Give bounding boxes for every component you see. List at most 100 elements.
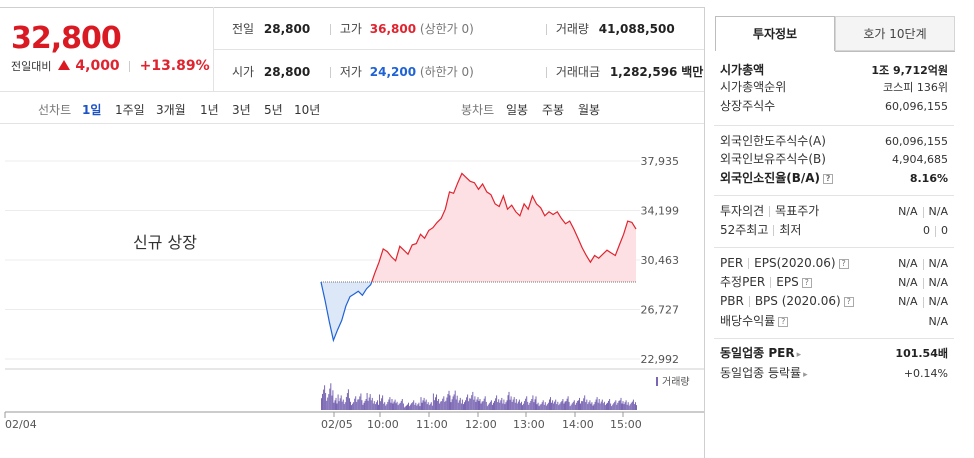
volume-separator [546,24,547,35]
current-price: 32,800 [11,21,122,56]
volume-bar [590,403,592,410]
per-label: PER [720,256,744,270]
candle-daily[interactable]: 일봉 [506,103,529,117]
foreign-holding-row: 외국인보유주식수(B) 4,904,685 [720,151,948,168]
time-label: 11:00 [416,418,448,431]
volume-bar [471,395,473,410]
volume-bar [476,399,478,410]
help-icon[interactable]: ? [823,173,834,184]
prev-close-value: 28,800 [263,22,311,36]
low-note: (하한가 0) [419,65,474,79]
industry-rate-row[interactable]: 동일업종 등락률 ▸ +0.14% [720,365,948,382]
low-value: 24,200 [369,65,417,79]
above-baseline-fill [371,173,636,283]
volume-bar [467,394,469,410]
volume-bar [523,403,525,410]
market-cap-rank-label: 시가총액순위 [720,80,787,94]
prev-close-label: 전일 [232,22,255,36]
help-icon[interactable]: ? [843,296,854,307]
pbr-row: PBR BPS (2020.06)? N/A N/A [720,293,948,310]
volume-bar [581,401,583,410]
period-1y[interactable]: 1년 [200,103,219,117]
price-tick-label: 30,463 [641,254,680,267]
volume-bar [603,401,605,410]
candle-weekly[interactable]: 주봉 [542,103,565,117]
period-1d[interactable]: 1일 [82,103,102,117]
up-arrow-icon [57,60,70,70]
panel-divider-2 [714,195,954,196]
candle-monthly[interactable]: 월봉 [578,103,601,117]
tab-orderbook[interactable]: 호가 10단계 [835,16,955,51]
volume-bar [610,403,612,410]
volume-bar [329,388,331,410]
volume-bar [521,401,522,410]
volume-bar [606,403,607,410]
volume-bar [343,404,345,410]
volume-bar [391,399,393,410]
target-label: 목표주가 [775,204,820,218]
volume-bar [350,401,351,410]
volume-bar [542,400,544,410]
volume-bar [423,397,425,410]
volume-bar [574,404,576,410]
volume-bar [591,402,593,410]
volume-bar [337,394,339,410]
tab-investment-info[interactable]: 투자정보 [715,16,835,51]
period-5y[interactable]: 5년 [264,103,283,117]
pbr-value-separator [922,296,924,308]
volume-bar [532,395,534,410]
volume-bar [347,389,349,410]
volume-bar [381,398,383,410]
tab-underline [835,51,955,52]
volume-bar [402,403,404,410]
low-price: 저가 24,200 (하한가 0) [330,63,474,80]
bps-label: BPS (2020.06) [754,294,841,308]
volume-bar [627,402,629,410]
volume-bar [468,401,470,410]
dividend-label: 배당수익률 [720,314,776,328]
volume-bar [346,393,348,410]
volume-bar [389,397,391,410]
period-3y[interactable]: 3년 [232,103,251,117]
industry-rate-labels: 동일업종 등락률 ▸ [720,365,808,384]
line-chart-label: 선차트 [38,103,72,117]
volume-bar [499,402,501,410]
industry-per-row[interactable]: 동일업종 PER ▸ 101.54배 [720,345,948,362]
volume-bar [333,402,335,410]
volume-bar [420,397,422,410]
volume-bar [339,398,341,410]
volume-bar [557,401,559,410]
help-icon[interactable]: ? [778,316,789,327]
volume-bar [326,400,328,410]
help-icon[interactable]: ? [838,258,849,269]
volume-bar [555,399,557,410]
period-3m[interactable]: 3개월 [156,103,186,117]
period-1w[interactable]: 1주일 [115,103,145,117]
period-10y[interactable]: 10년 [294,103,321,117]
volume-bar [505,402,507,410]
volume-bar [412,402,414,410]
volume-bar [454,390,456,410]
opinion-value: N/A [898,205,918,218]
volume-bar [422,400,424,410]
volume-bar [479,399,481,410]
volume-bar [497,402,499,410]
volume-bar [445,400,447,410]
new-listing-text: 신규 상장 [133,233,197,252]
volume-bar [629,404,631,410]
volume-bar [324,385,326,410]
week52-low-value: 0 [941,224,948,237]
volume-bar [630,402,632,410]
volume-bar [624,402,626,410]
volume-bar [560,402,562,410]
volume-bar [414,404,416,410]
volume-bar [374,404,376,410]
volume-bar [616,404,618,410]
volume-bar [441,401,443,410]
volume-bar [356,401,358,410]
volume-bar [424,401,426,410]
volume-bar [524,401,526,410]
help-icon[interactable]: ? [801,277,812,288]
volume-bar [360,393,362,410]
volume-bar [501,397,503,410]
